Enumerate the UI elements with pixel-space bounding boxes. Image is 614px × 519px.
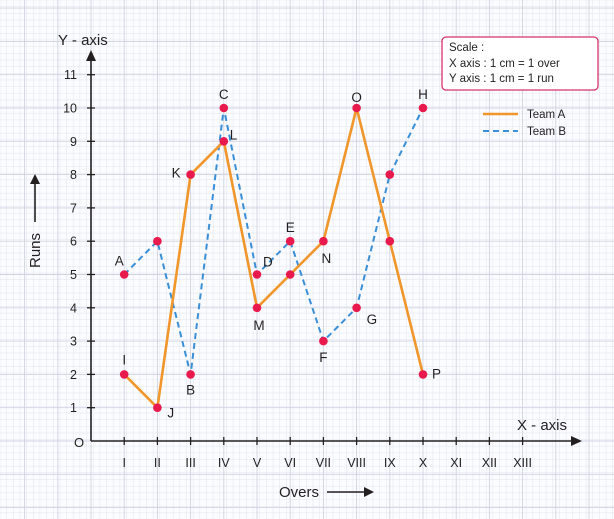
data-point-team-a xyxy=(385,236,395,246)
point-label: G xyxy=(367,312,378,327)
y-tick-label: 11 xyxy=(64,68,77,82)
y-tick-label: 3 xyxy=(70,335,77,349)
y-axis-arrow-icon xyxy=(86,50,96,61)
data-point-team-a xyxy=(153,403,162,413)
point-label: M xyxy=(253,318,264,333)
data-point-team-a xyxy=(186,170,195,179)
data-point-team-a xyxy=(285,270,295,279)
scale-title: Scale : xyxy=(449,42,484,54)
y-tick-label: 1 xyxy=(70,401,77,415)
x-tick-label: V xyxy=(253,456,262,470)
x-tick-label: XIII xyxy=(513,456,532,470)
data-point-team-a xyxy=(319,236,328,246)
x-tick-label: IV xyxy=(218,456,230,470)
x-tick-label: III xyxy=(185,456,195,470)
x-tick-label: II xyxy=(154,456,161,470)
point-label: P xyxy=(432,366,441,381)
data-point-team-b xyxy=(119,270,129,279)
data-point-team-b xyxy=(385,170,395,179)
x-tick-label: VIII xyxy=(347,456,366,470)
scale-line-1: X axis : 1 cm = 1 over xyxy=(449,58,560,70)
data-point-team-b xyxy=(153,236,162,246)
svg-text:Runs: Runs xyxy=(27,233,44,268)
point-label: E xyxy=(286,220,295,235)
x-axis-title: X - axis xyxy=(517,417,567,434)
data-point-team-a xyxy=(252,303,262,313)
legend-label-team-b: Team B xyxy=(527,126,566,138)
data-point-team-a xyxy=(418,370,428,379)
y-axis-title: Y - axis xyxy=(58,32,108,49)
x-tick-label: VII xyxy=(316,456,331,470)
x-tick-label: XI xyxy=(450,456,462,470)
x-tick-label: X xyxy=(419,456,428,470)
data-point-team-b xyxy=(418,103,428,113)
point-label: B xyxy=(186,382,195,397)
y-tick-label: 8 xyxy=(70,168,77,182)
point-label: I xyxy=(122,352,126,367)
data-points xyxy=(119,103,428,413)
y-tick-label: 4 xyxy=(70,301,77,315)
y-tick-label: 7 xyxy=(70,201,77,215)
point-label: F xyxy=(319,350,327,365)
series-lines xyxy=(123,106,425,410)
legend: Team A Team B xyxy=(483,109,566,138)
point-label: A xyxy=(115,254,124,269)
data-point-team-b xyxy=(352,303,361,313)
point-label: C xyxy=(219,87,229,102)
scale-box: Scale : X axis : 1 cm = 1 over Y axis : … xyxy=(441,36,599,91)
data-point-team-a xyxy=(352,103,361,113)
point-label: L xyxy=(230,127,238,142)
point-label: H xyxy=(418,87,428,102)
point-labels: I J K L M N O P A B C D E F G H xyxy=(115,87,441,421)
series-line-team-a xyxy=(123,106,425,410)
point-label: K xyxy=(172,166,181,181)
series-line-team-b xyxy=(123,107,424,376)
x-tick-label: VI xyxy=(284,456,296,470)
y-caption: Runs xyxy=(27,233,44,268)
legend-label-team-a: Team A xyxy=(527,109,566,121)
point-label: J xyxy=(167,406,174,421)
y-tick-label: 6 xyxy=(70,235,77,249)
x-caption: Overs xyxy=(279,484,319,501)
x-axis-arrow-icon xyxy=(571,436,582,446)
right-arrow-icon xyxy=(327,487,374,497)
data-point-team-b xyxy=(252,270,262,279)
tick-labels: I II III IV V VI VII VIII IX X XI XII XIII1234567891… xyxy=(63,68,532,470)
axes xyxy=(86,50,582,446)
data-point-team-b xyxy=(186,370,195,379)
x-tick-label: I xyxy=(122,456,125,470)
point-label: N xyxy=(322,251,332,266)
data-point-team-b xyxy=(285,236,295,246)
y-tick-label: 2 xyxy=(70,368,77,382)
data-point-team-b xyxy=(219,103,229,113)
point-label: D xyxy=(263,255,273,270)
data-point-team-a xyxy=(219,137,229,146)
up-arrow-icon xyxy=(30,174,40,222)
data-point-team-b xyxy=(319,336,328,346)
origin-label: O xyxy=(74,435,84,450)
y-tick-label: 9 xyxy=(70,135,77,149)
y-tick-label: 10 xyxy=(63,102,77,116)
x-tick-label: XII xyxy=(482,456,497,470)
y-tick-label: 5 xyxy=(70,268,77,282)
point-label: O xyxy=(351,90,362,105)
scale-line-2: Y axis : 1 cm = 1 run xyxy=(449,73,554,85)
data-point-team-a xyxy=(119,370,129,379)
x-tick-label: IX xyxy=(384,456,396,470)
